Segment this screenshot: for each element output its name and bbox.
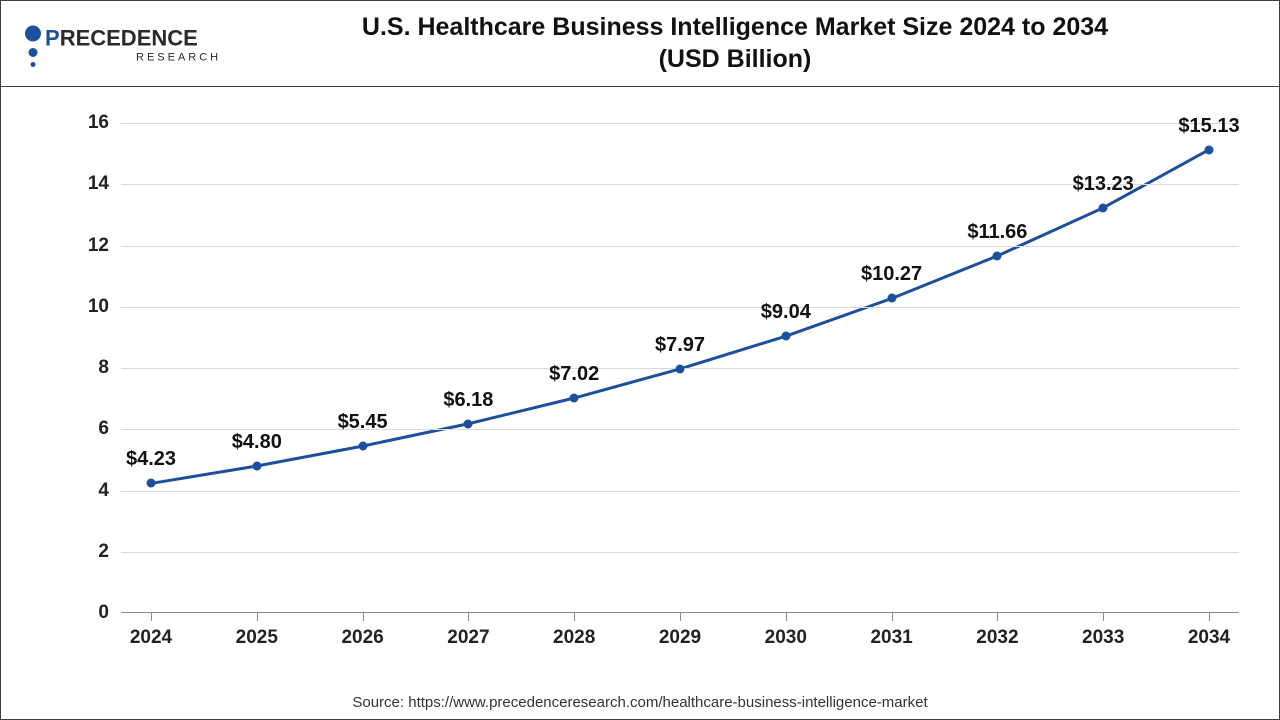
brand-logo: PRECEDENCE RESEARCH — [1, 1, 231, 87]
data-point — [464, 419, 473, 428]
gridline — [121, 491, 1239, 492]
x-axis-label: 2029 — [659, 613, 701, 649]
data-label: $7.02 — [549, 363, 599, 386]
data-point — [676, 364, 685, 373]
data-label: $15.13 — [1178, 115, 1239, 138]
y-axis-label: 16 — [71, 112, 121, 134]
y-axis-label: 2 — [71, 541, 121, 563]
data-point — [1205, 145, 1214, 154]
data-point — [993, 251, 1002, 260]
source-citation: Source: https://www.precedenceresearch.c… — [1, 694, 1279, 711]
chart-container: PRECEDENCE RESEARCH U.S. Healthcare Busi… — [0, 0, 1280, 720]
y-axis-label: 10 — [71, 296, 121, 318]
series-line — [151, 150, 1209, 484]
x-axis-label: 2026 — [341, 613, 383, 649]
x-axis-label: 2027 — [447, 613, 489, 649]
plot-region: 0246810121416202420252026202720282029203… — [121, 123, 1239, 613]
data-point — [570, 394, 579, 403]
x-axis-label: 2031 — [870, 613, 912, 649]
data-label: $11.66 — [967, 221, 1027, 244]
gridline — [121, 552, 1239, 553]
data-label: $4.23 — [126, 448, 176, 471]
header: PRECEDENCE RESEARCH U.S. Healthcare Busi… — [1, 1, 1279, 87]
y-axis-label: 14 — [71, 173, 121, 195]
gridline — [121, 184, 1239, 185]
y-axis-label: 0 — [71, 602, 121, 624]
title-line-2: (USD Billion) — [231, 44, 1239, 75]
y-axis-label: 6 — [71, 418, 121, 440]
data-point — [358, 442, 367, 451]
data-label: $10.27 — [861, 263, 922, 286]
data-point — [781, 332, 790, 341]
svg-text:RESEARCH: RESEARCH — [136, 51, 221, 63]
y-axis-label: 4 — [71, 480, 121, 502]
logo-svg: PRECEDENCE RESEARCH — [18, 16, 228, 72]
y-axis-label: 8 — [71, 357, 121, 379]
svg-text:PRECEDENCE: PRECEDENCE — [45, 25, 198, 50]
gridline — [121, 246, 1239, 247]
y-axis-label: 12 — [71, 235, 121, 257]
x-axis-label: 2025 — [236, 613, 278, 649]
data-label: $9.04 — [761, 301, 811, 324]
data-label: $6.18 — [443, 389, 493, 412]
gridline — [121, 123, 1239, 124]
x-axis-label: 2028 — [553, 613, 595, 649]
data-label: $5.45 — [338, 411, 388, 434]
data-point — [887, 294, 896, 303]
x-axis-label: 2030 — [765, 613, 807, 649]
data-point — [252, 462, 261, 471]
x-axis-label: 2033 — [1082, 613, 1124, 649]
x-axis-label: 2034 — [1188, 613, 1230, 649]
data-label: $4.80 — [232, 431, 282, 454]
x-axis-label: 2024 — [130, 613, 172, 649]
title-line-1: U.S. Healthcare Business Intelligence Ma… — [231, 12, 1239, 43]
chart-title: U.S. Healthcare Business Intelligence Ma… — [231, 8, 1279, 79]
data-label: $13.23 — [1073, 173, 1134, 196]
data-label: $7.97 — [655, 334, 705, 357]
data-point — [147, 479, 156, 488]
data-point — [1099, 203, 1108, 212]
gridline — [121, 429, 1239, 430]
chart-area: 0 2 4 6 8 10 12 14 16 2024 2025 2026 2027 2028 2029 203… — [1, 87, 1279, 683]
x-axis-label: 2032 — [976, 613, 1018, 649]
gridline — [121, 307, 1239, 308]
